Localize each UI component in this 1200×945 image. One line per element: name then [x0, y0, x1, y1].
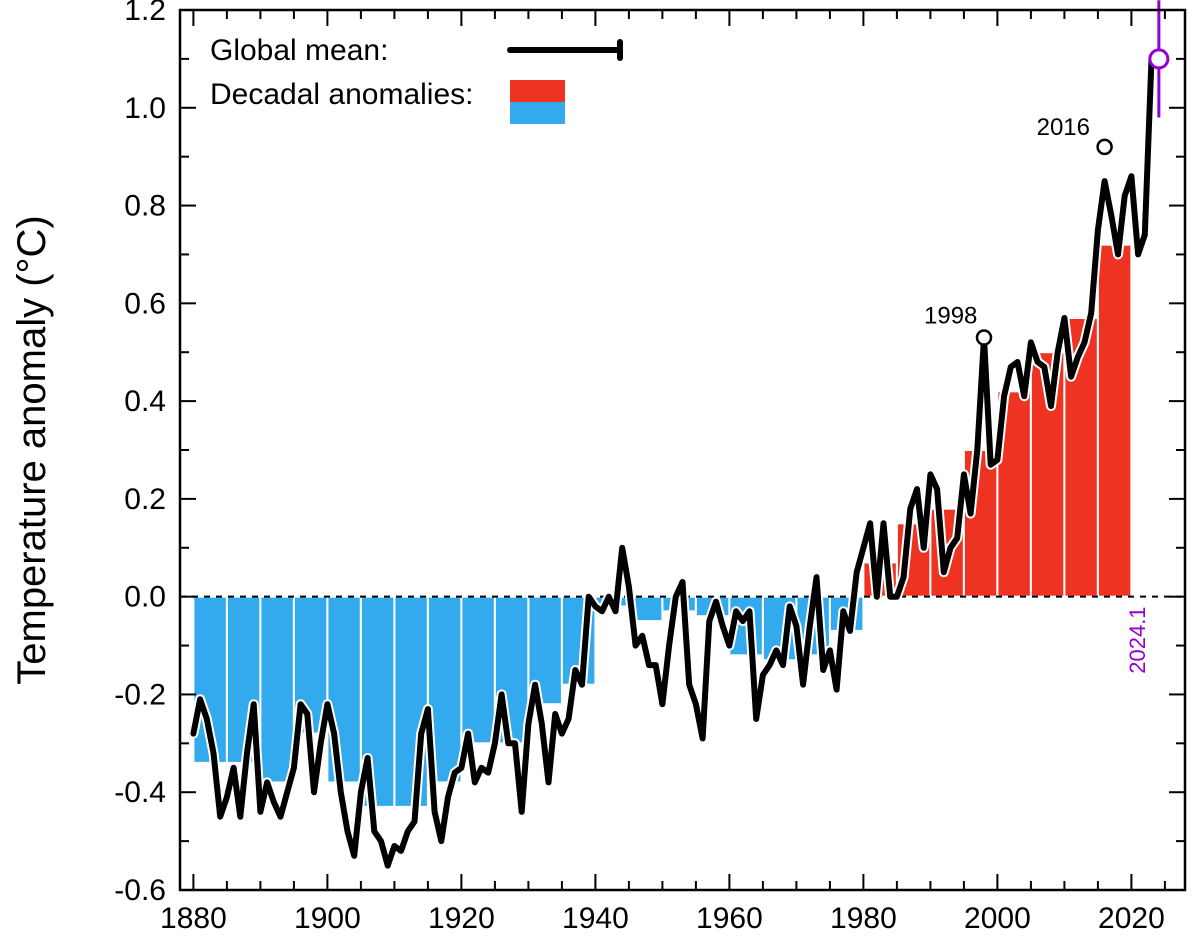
annotation-label: 1998	[924, 303, 977, 330]
latest-point-marker	[1150, 50, 1168, 68]
annotation-marker	[1098, 140, 1112, 154]
y-axis-title: Temperature anomaly (°C)	[10, 215, 54, 685]
y-tick-label: 1.2	[124, 0, 166, 27]
x-tick-label: 1980	[830, 902, 897, 935]
x-tick-label: 1880	[160, 902, 227, 935]
y-tick-label: 0.4	[124, 385, 166, 418]
latest-point-label: 2024.1	[1125, 606, 1150, 673]
y-tick-label: 0.2	[124, 483, 166, 516]
y-tick-label: 0.8	[124, 190, 166, 223]
annotation-marker	[977, 331, 991, 345]
x-tick-label: 1940	[562, 902, 629, 935]
x-tick-label: 1920	[428, 902, 495, 935]
decadal-bar	[461, 597, 495, 744]
legend-bar-pos	[510, 80, 565, 102]
y-tick-label: -0.4	[114, 776, 166, 809]
legend-label-bars: Decadal anomalies:	[210, 78, 473, 111]
x-tick-label: 2000	[964, 902, 1031, 935]
decadal-bar	[964, 450, 998, 597]
y-tick-label: -0.6	[114, 874, 166, 907]
legend-label-line: Global mean:	[210, 34, 388, 67]
y-tick-label: 0.0	[124, 581, 166, 614]
x-tick-label: 1900	[294, 902, 361, 935]
y-tick-label: 1.0	[124, 92, 166, 125]
y-tick-label: -0.2	[114, 678, 166, 711]
temperature-anomaly-chart: 1998 2016 2024.1 1880 1900 1920 1940 1960 1980 20…	[0, 0, 1200, 945]
decadal-bar	[260, 597, 294, 783]
decadal-bar	[1098, 245, 1132, 597]
legend-bar-neg	[510, 102, 565, 124]
y-tick-label: 0.6	[124, 287, 166, 320]
annotation-label: 2016	[1037, 114, 1090, 141]
x-tick-label: 1960	[696, 902, 763, 935]
x-tick-label: 2020	[1098, 902, 1165, 935]
